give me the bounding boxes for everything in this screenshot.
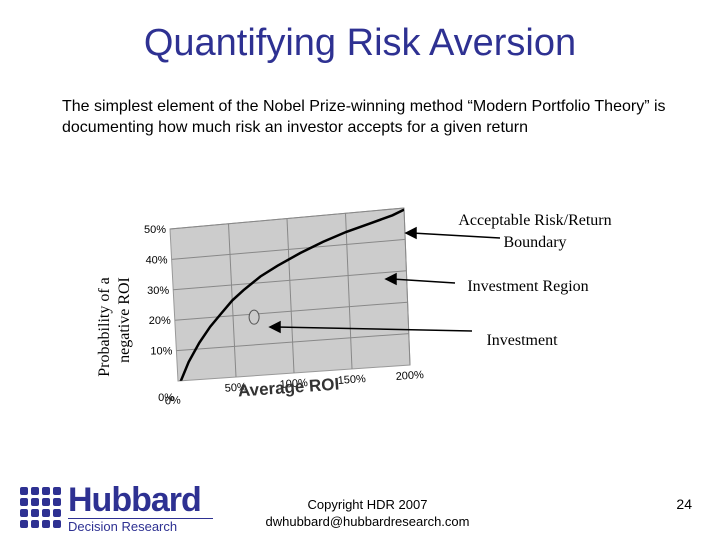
- y-tick-label: 50%: [144, 224, 166, 236]
- logo-dots-icon: [20, 487, 61, 528]
- grid-line-horizontal: [169, 207, 405, 230]
- x-tick-label: 0%: [164, 394, 181, 407]
- callout-boundary-line2: Boundary: [503, 234, 566, 251]
- contact-email: dwhubbard@hubbardresearch.com: [265, 514, 470, 529]
- page-number: 24: [676, 496, 692, 512]
- logo-tagline: Decision Research: [68, 518, 213, 534]
- grid-line-vertical: [345, 213, 353, 370]
- grid-line-vertical: [403, 207, 411, 366]
- grid-line-horizontal: [174, 301, 408, 321]
- arrowhead-boundary: [404, 226, 417, 240]
- risk-return-chart: 0% 10% 20% 30% 40% 50% 0% 50% 100% 150% 200% Aver…: [96, 207, 612, 408]
- slide-subtitle: The simplest element of the Nobel Prize-…: [62, 98, 666, 136]
- arrow-investment: [275, 326, 473, 332]
- callout-arrows: [268, 226, 501, 334]
- x-tick-label: 150%: [337, 373, 366, 387]
- x-tick-label: 200%: [395, 369, 424, 383]
- y-tick-label: 10%: [150, 346, 172, 358]
- grid-line-horizontal: [171, 238, 406, 260]
- x-tick-label: 50%: [224, 381, 247, 395]
- y-tick-label: 40%: [146, 254, 168, 266]
- logo-name: Hubbard: [68, 481, 202, 519]
- grid-line-horizontal: [173, 270, 407, 291]
- y-axis-label-line2: negative ROI: [116, 277, 133, 363]
- arrowhead-region: [384, 272, 397, 286]
- copyright-text: Copyright HDR 2007: [307, 497, 428, 512]
- y-tick-label: 0%: [158, 392, 174, 404]
- callout-boundary-line1: Acceptable Risk/Return: [458, 212, 611, 229]
- x-axis-label: Average ROI: [237, 374, 340, 400]
- y-axis-label-line1: Probability of a: [96, 277, 113, 377]
- y-tick-label: 30%: [147, 285, 169, 297]
- grid-lines: [169, 207, 411, 378]
- slide-title: Quantifying Risk Aversion: [143, 22, 577, 64]
- arrow-region: [391, 278, 456, 284]
- y-tick-label: 20%: [149, 315, 171, 327]
- risk-return-boundary-line: [177, 208, 405, 381]
- callout-investment: Investment: [486, 332, 558, 349]
- grid-line-vertical: [286, 218, 295, 374]
- hubbard-logo: Hubbard Decision Research: [18, 481, 218, 534]
- investment-point: [248, 309, 260, 325]
- grid-line-horizontal: [176, 333, 409, 352]
- arrowhead-investment: [268, 320, 281, 334]
- callout-investment-region: Investment Region: [467, 278, 588, 295]
- footer-copyright: Copyright HDR 2007 dwhubbard@hubbardrese…: [250, 496, 485, 530]
- x-tick-label: 100%: [279, 377, 308, 391]
- arrow-boundary: [411, 232, 501, 239]
